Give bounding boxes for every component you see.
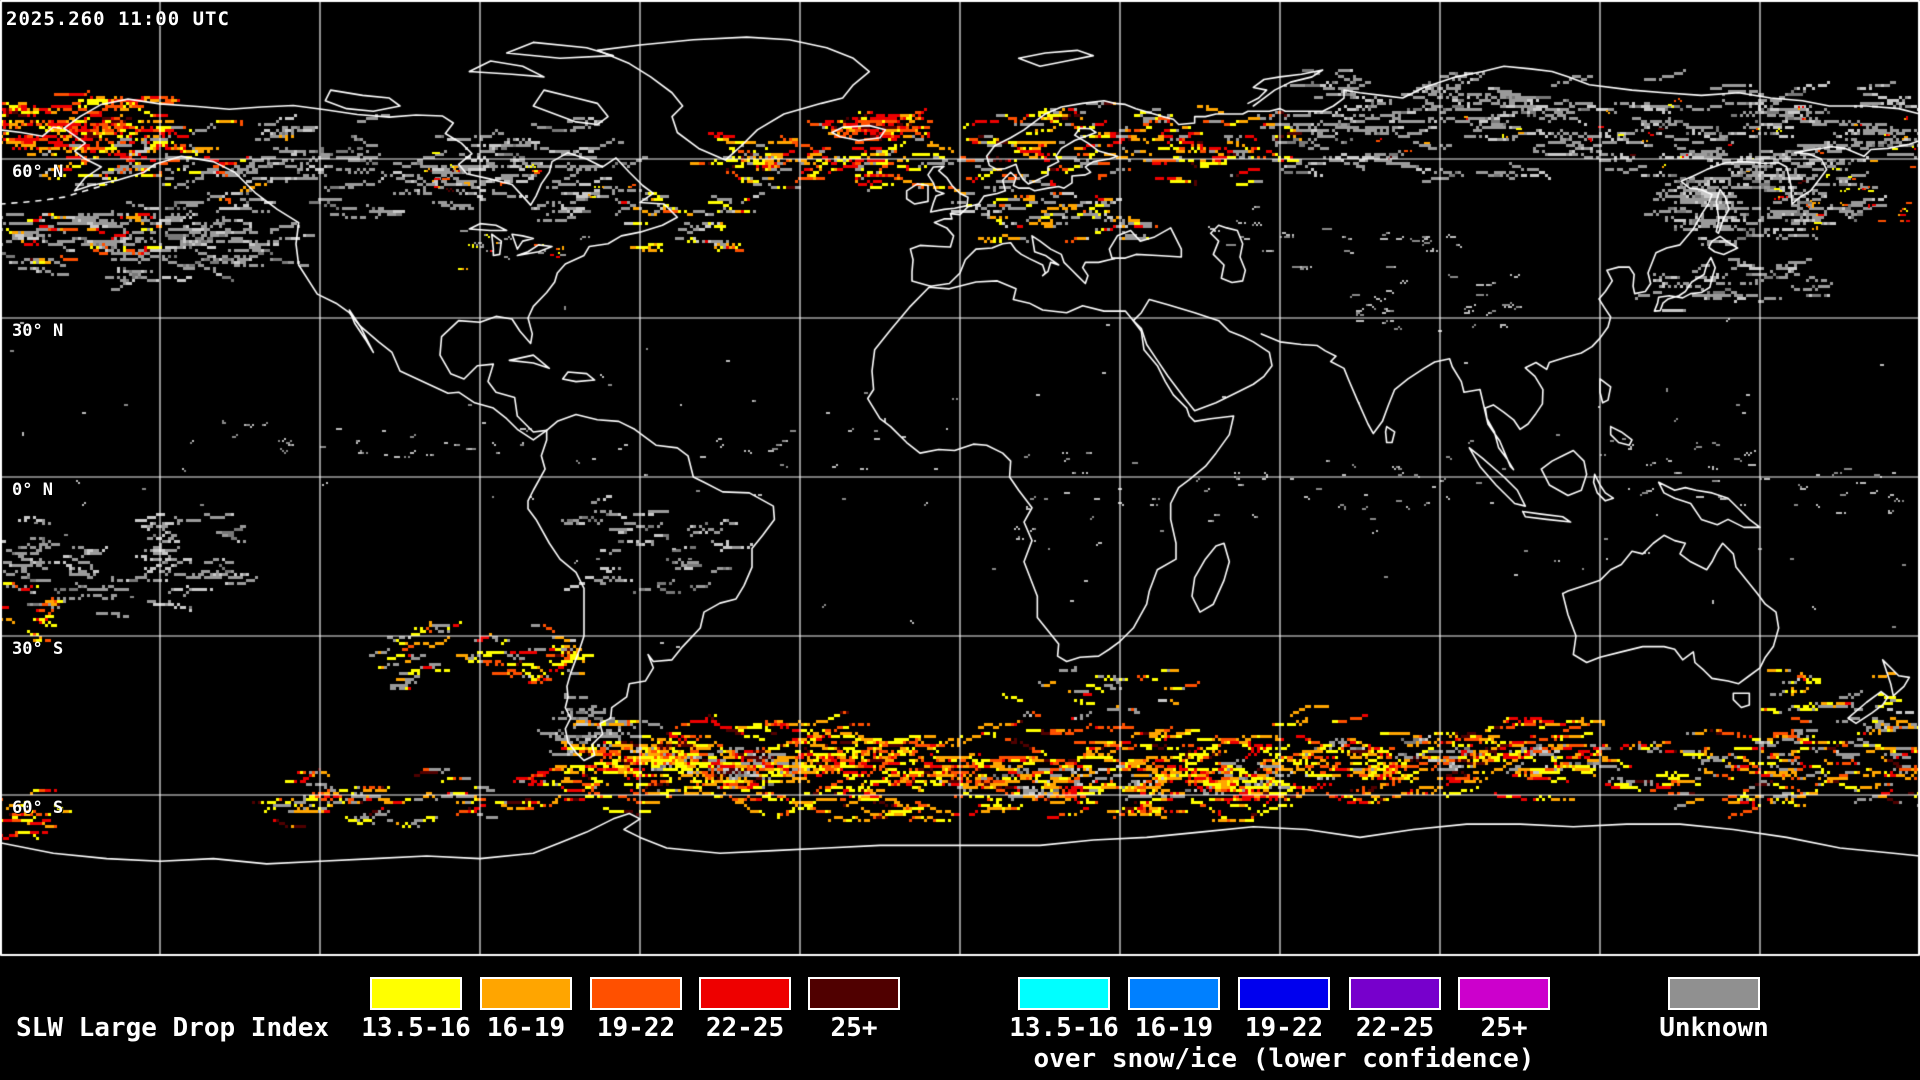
- legend-swatch-std-3: [590, 977, 682, 1010]
- lat-label-30s: 30° S: [12, 639, 64, 659]
- legend-swatch-ice-4: [1349, 977, 1441, 1010]
- legend-bin-label-std-5: 25+: [830, 1013, 878, 1043]
- legend-swatch-std-4: [699, 977, 791, 1010]
- legend-swatch-std-2: [480, 977, 572, 1010]
- legend-swatch-std-1: [370, 977, 462, 1010]
- lat-label-60n: 60° N: [12, 162, 64, 182]
- legend-bin-label-unknown: Unknown: [1659, 1013, 1769, 1043]
- legend-bin-label-ice-2: 16-19: [1134, 1013, 1214, 1043]
- legend-title: SLW Large Drop Index: [16, 1013, 330, 1043]
- legend-swatch-ice-1: [1018, 977, 1110, 1010]
- legend-bin-label-std-1: 13.5-16: [361, 1013, 471, 1043]
- lat-label-60s: 60° S: [12, 798, 64, 818]
- legend-bin-label-std-2: 16-19: [486, 1013, 566, 1043]
- world-map-canvas: [0, 0, 1920, 958]
- legend-bin-label-ice-1: 13.5-16: [1009, 1013, 1119, 1043]
- legend-bin-label-ice-3: 19-22: [1244, 1013, 1324, 1043]
- legend-swatch-std-5: [808, 977, 900, 1010]
- legend-bin-label-ice-5: 25+: [1480, 1013, 1528, 1043]
- legend-swatch-unknown: [1668, 977, 1760, 1010]
- legend-swatch-ice-3: [1238, 977, 1330, 1010]
- lat-label-30n: 30° N: [12, 321, 64, 341]
- legend-swatch-ice-5: [1458, 977, 1550, 1010]
- legend-bin-label-std-4: 22-25: [705, 1013, 785, 1043]
- lat-label-0n: 0° N: [12, 480, 53, 500]
- legend-bin-label-std-3: 19-22: [596, 1013, 676, 1043]
- legend-bin-label-ice-4: 22-25: [1355, 1013, 1435, 1043]
- legend-swatch-ice-2: [1128, 977, 1220, 1010]
- timestamp: 2025.260 11:00 UTC: [6, 8, 230, 30]
- legend-caption-snow-ice: over snow/ice (lower confidence): [1033, 1044, 1535, 1074]
